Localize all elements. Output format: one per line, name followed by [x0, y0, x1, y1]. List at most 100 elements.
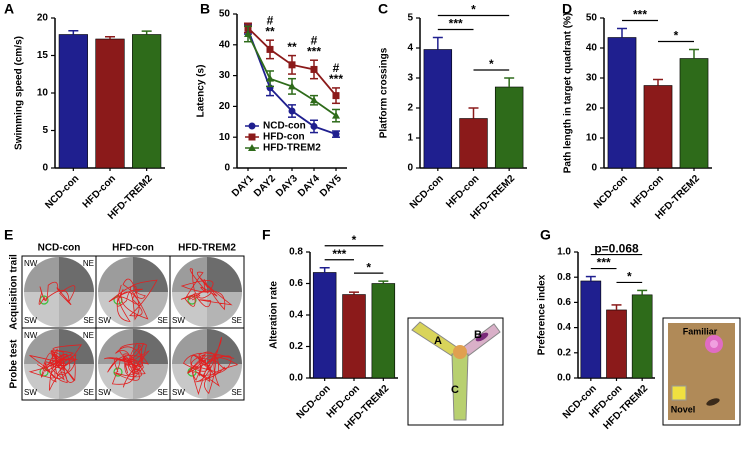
quadrant-label: SW [24, 316, 37, 325]
point [248, 144, 256, 151]
bar [95, 38, 125, 169]
maze-quadrant [172, 257, 207, 292]
y-tick-label: 50 [219, 9, 231, 20]
y-tick-label: 0 [224, 163, 230, 174]
swim-track [104, 342, 150, 388]
y-tick-label: 50 [586, 13, 598, 24]
novel-object [671, 385, 687, 401]
y-axis-label: Latency (s) [196, 65, 207, 118]
significance-label: # [311, 33, 318, 47]
bar [371, 283, 396, 379]
y-axis-label: Preference index [537, 274, 548, 355]
y-tick-label: 0.8 [557, 272, 571, 283]
significance-label: *** [633, 8, 647, 22]
panel-e: E NCD-con HFD-con HFD-TREM2 Acquisition trai… [4, 227, 245, 401]
maze-center [453, 345, 467, 359]
point [332, 130, 340, 138]
y-tick-label: 0.6 [289, 278, 303, 289]
significance-label: * [352, 233, 357, 247]
y-axis-label: Platform crossings [379, 47, 390, 138]
y-tick-label: 2 [407, 103, 413, 114]
bar [423, 49, 453, 169]
y-tick-label: 20 [219, 101, 231, 112]
bar [607, 37, 637, 169]
row-label: Acquisition trail [9, 254, 20, 330]
quadrant-label: NE [83, 259, 94, 268]
inset-label: B [474, 329, 482, 341]
maze-quadrant [207, 364, 242, 399]
significance-label: *** [449, 17, 463, 31]
y-tick-label: 0.0 [557, 373, 571, 384]
bar [606, 309, 627, 379]
y-axis-label: Path length in target quadrant (%) [563, 13, 574, 174]
significance-label: # [333, 61, 340, 75]
familiar-object-center [710, 340, 718, 348]
x-tick-label: HFD-con [444, 173, 481, 210]
y-tick-label: 0.0 [289, 373, 303, 384]
significance-label: ** [287, 40, 297, 54]
point [248, 133, 256, 141]
x-tick-label: HFD-con [629, 173, 666, 210]
point [266, 45, 274, 53]
swim-track [28, 344, 83, 391]
quadrant-label: SW [98, 388, 111, 397]
y-tick-label: 0.2 [289, 341, 303, 352]
legend-label: NCD-con [263, 121, 306, 132]
y-tick-label: 30 [219, 70, 231, 81]
row-label: Probe test [9, 339, 20, 389]
maze-quadrant [98, 364, 133, 399]
y-tick-label: 0 [407, 163, 413, 174]
x-tick-label: NCD-con [43, 173, 81, 211]
maze-quadrant [207, 257, 242, 292]
significance-label: * [471, 3, 476, 17]
significance-label: * [366, 260, 371, 274]
swim-track [108, 278, 158, 322]
point [310, 65, 318, 73]
quadrant-label: SE [231, 388, 242, 397]
point [310, 96, 318, 104]
maze-quadrant [98, 292, 133, 327]
inset-label: Novel [671, 404, 696, 414]
column-label: NCD-con [38, 243, 81, 254]
x-tick-label: DAY4 [296, 173, 322, 199]
point [248, 122, 256, 130]
bar [631, 294, 653, 379]
y-tick-label: 0.2 [557, 347, 571, 358]
y-tick-label: 1.0 [557, 247, 571, 258]
y-tick-label: 20 [37, 13, 49, 24]
y-tick-label: 1 [407, 133, 413, 144]
point [288, 107, 296, 115]
y-tick-label: 0 [42, 163, 48, 174]
significance-label: ** [265, 24, 275, 38]
y-tick-label: 10 [219, 132, 231, 143]
panel-letter: F [262, 227, 271, 243]
bar [459, 118, 488, 169]
quadrant-label: SW [172, 316, 185, 325]
maze-quadrant [133, 364, 168, 399]
y-tick-label: 15 [37, 50, 49, 61]
point [244, 30, 252, 38]
panel-letter: C [378, 1, 388, 17]
y-maze-inset [407, 317, 504, 426]
quadrant-label: NW [24, 331, 38, 340]
point [310, 122, 318, 130]
y-tick-label: 0 [591, 163, 597, 174]
significance-label: p=0.068 [594, 242, 639, 256]
y-tick-label: 0.4 [557, 322, 571, 333]
quadrant-label: SE [83, 316, 94, 325]
point [332, 111, 340, 119]
maze-quadrant [24, 257, 59, 292]
significance-label: * [627, 270, 632, 284]
quadrant-label: SW [98, 316, 111, 325]
maze-quadrant [172, 292, 207, 327]
quadrant-label: SE [157, 388, 168, 397]
significance-label: * [674, 29, 679, 43]
panel-letter: A [4, 1, 14, 17]
swim-track [38, 281, 76, 305]
inset-label: Familiar [683, 326, 718, 336]
bar [679, 58, 709, 169]
point [288, 61, 296, 69]
significance-label: *** [332, 247, 346, 261]
maze-quadrant [59, 257, 94, 292]
maze-quadrant [133, 292, 168, 327]
